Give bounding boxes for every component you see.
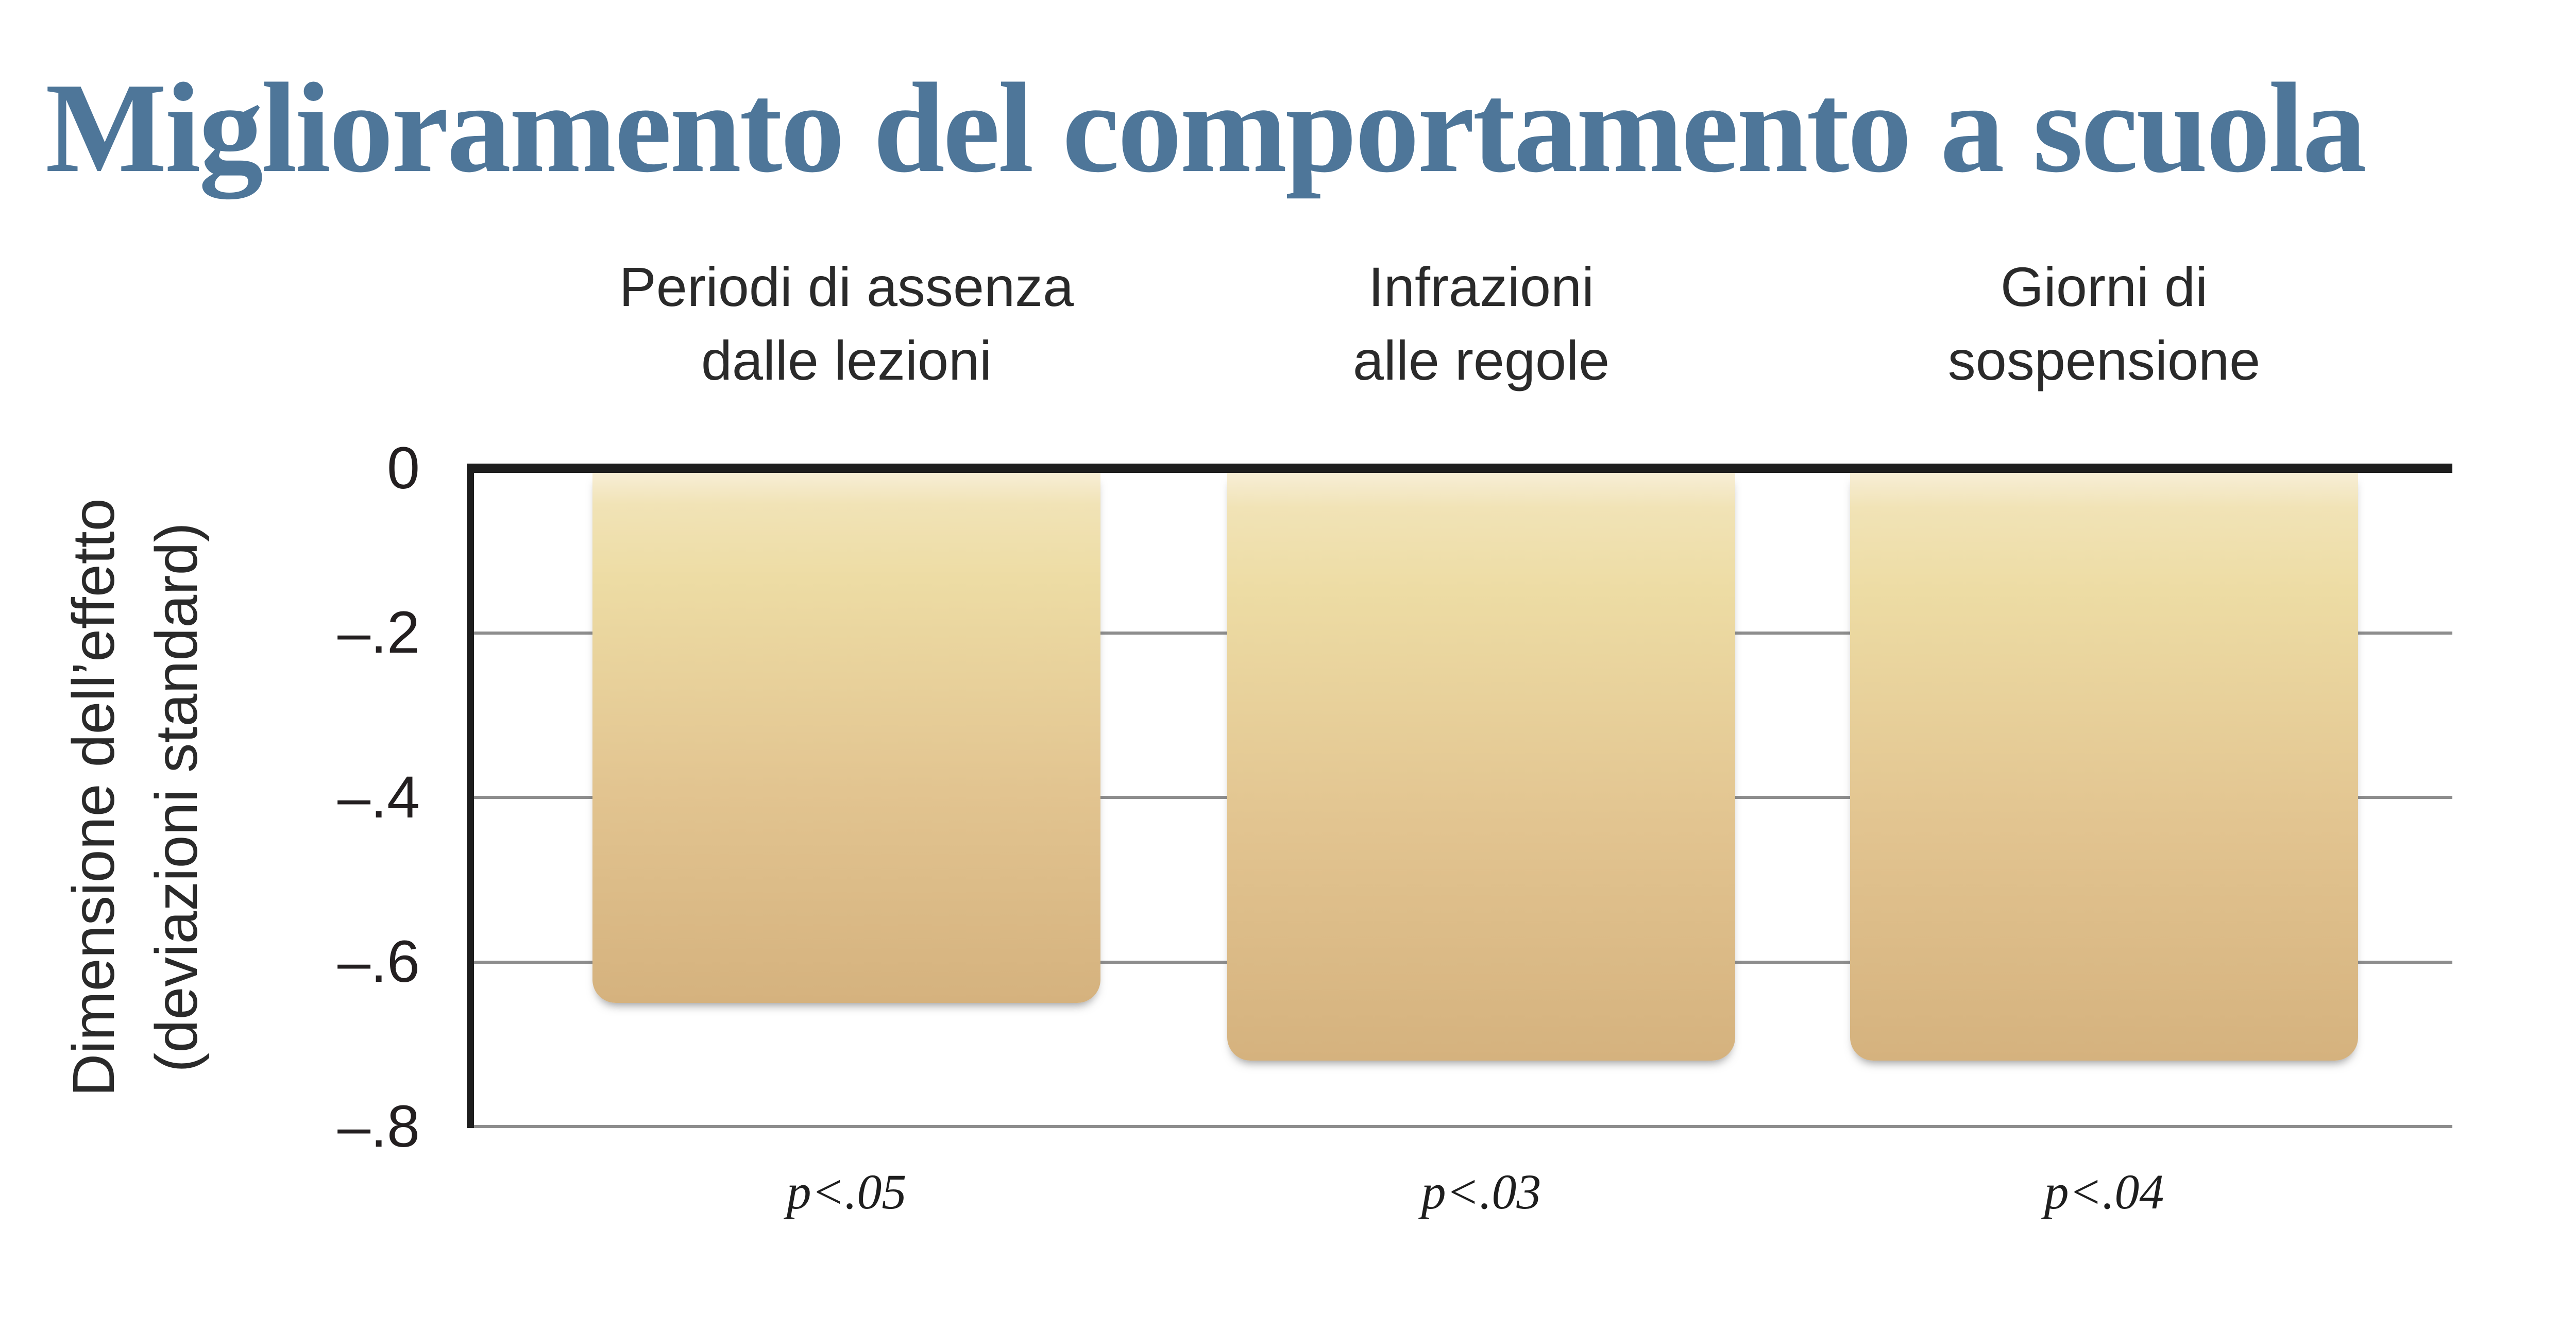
bar-periodi-di-assenza	[592, 473, 1100, 1003]
x-axis-zero-line	[471, 464, 2452, 473]
p-value-label-1: p<.05	[786, 1164, 907, 1219]
y-tick-label-neg02: –.2	[337, 600, 420, 666]
y-tick-label-neg06: –.6	[337, 929, 420, 995]
category-label-infrazioni: Infrazioni alle regole	[1095, 250, 1868, 397]
y-axis-title-line1: Dimensione dell’effetto	[61, 498, 127, 1097]
bar-infrazioni	[1227, 473, 1735, 1061]
category-label-giorni-di-sospensione: Giorni di sospensione	[1718, 250, 2490, 397]
category-label-line1: Giorni di	[2000, 255, 2208, 318]
category-label-line1: Infrazioni	[1368, 255, 1595, 318]
category-label-line2: dalle lezioni	[701, 329, 992, 391]
y-tick-label-0: 0	[387, 435, 420, 501]
bar-giorni-di-sospensione	[1850, 473, 2358, 1061]
category-label-line2: sospensione	[1947, 329, 2261, 391]
page-title: Miglioramento del comportamento a scuola	[45, 57, 2367, 199]
y-tick-label-neg04: –.4	[337, 764, 420, 830]
y-tick-label-neg08: –.8	[337, 1094, 420, 1160]
category-label-periodi-di-assenza: Periodi di assenza dalle lezioni	[460, 250, 1233, 397]
category-label-line2: alle regole	[1352, 329, 1610, 391]
y-axis-line	[467, 464, 474, 1128]
category-label-line1: Periodi di assenza	[619, 255, 1074, 318]
p-value-label-2: p<.03	[1421, 1164, 1541, 1219]
p-value-label-3: p<.04	[2044, 1164, 2164, 1219]
gridline-neg08	[471, 1125, 2452, 1128]
